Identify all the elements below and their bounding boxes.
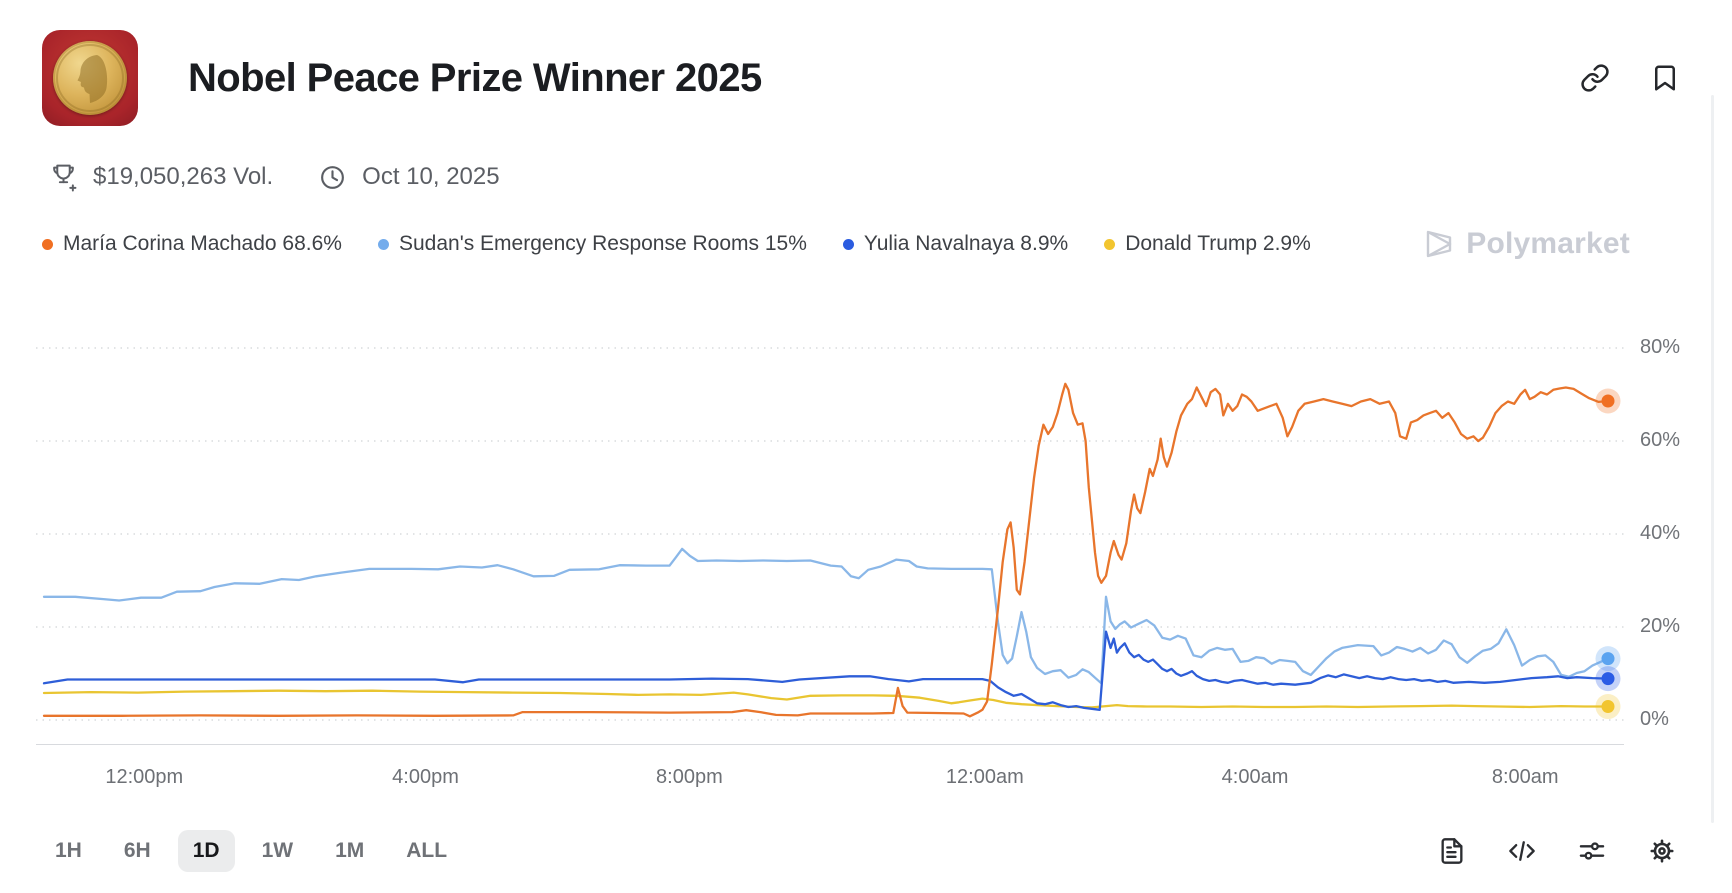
timeframe-1w[interactable]: 1W	[247, 830, 309, 872]
legend-dot	[42, 238, 53, 250]
chart-axis-line	[36, 744, 1624, 745]
timeframe-6h[interactable]: 6H	[109, 830, 166, 872]
legend-label: Donald Trump 2.9%	[1125, 232, 1311, 255]
endpoint-dot	[1601, 652, 1615, 666]
x-axis: 12:00pm 4:00pm 8:00pm 12:00am 4:00am 8:00am	[0, 752, 1732, 800]
copy-link-button[interactable]	[1580, 63, 1610, 93]
legend: María Corina Machado 68.6% Sudan's Emerge…	[42, 232, 1311, 256]
date-value: Oct 10, 2025	[362, 163, 500, 190]
legend-dot	[842, 238, 854, 250]
x-axis-label: 8:00pm	[656, 766, 723, 788]
link-icon	[1581, 64, 1609, 92]
y-axis-label: 0%	[1640, 708, 1669, 730]
x-axis-label: 4:00am	[1221, 766, 1289, 788]
timeframe-selector: 1H 6H 1D 1W 1M ALL	[40, 830, 462, 872]
x-axis-label: 8:00am	[1491, 766, 1559, 788]
price-chart[interactable]: 0% 20% 40% 60% 80%	[0, 302, 1732, 752]
volume-value: $19,050,263 Vol.	[93, 163, 274, 190]
timeframe-all[interactable]: ALL	[391, 830, 462, 872]
chart-tools	[1438, 837, 1676, 865]
y-axis-label: 80%	[1640, 336, 1681, 358]
legend-item[interactable]: Donald Trump 2.9%	[1104, 232, 1311, 256]
watermark-text: Polymarket	[1466, 227, 1630, 260]
trophy-icon	[53, 164, 77, 192]
x-axis-label: 12:00am	[945, 766, 1024, 788]
timeframe-1d[interactable]: 1D	[177, 830, 235, 872]
y-axis-label: 20%	[1640, 615, 1681, 637]
legend-item[interactable]: Sudan's Emergency Response Rooms 15%	[377, 232, 807, 256]
notes-button[interactable]	[1438, 837, 1466, 865]
file-text-icon	[1441, 838, 1463, 864]
legend-row: María Corina Machado 68.6% Sudan's Emerge…	[42, 226, 1630, 262]
code-icon	[1509, 841, 1535, 861]
x-axis-label: 4:00pm	[392, 766, 459, 788]
endpoint-dot	[1601, 672, 1615, 686]
series-line	[42, 689, 1610, 709]
y-axis-label: 60%	[1640, 429, 1681, 451]
x-axis-label: 12:00pm	[105, 766, 184, 788]
page-title: Nobel Peace Prize Winner 2025	[188, 55, 762, 100]
y-axis-label: 40%	[1640, 522, 1681, 544]
legend-item[interactable]: María Corina Machado 68.6%	[42, 232, 342, 256]
medal-profile-engraving	[56, 44, 124, 112]
clock-icon	[321, 165, 345, 189]
chart-options-button[interactable]	[1578, 837, 1606, 865]
legend-dot	[377, 238, 389, 250]
date-stat: Oct 10, 2025	[319, 163, 500, 191]
header-actions	[1580, 63, 1680, 93]
market-stats: $19,050,263 Vol. Oct 10, 2025	[50, 162, 1732, 192]
gear-icon	[1650, 839, 1674, 863]
scrollbar-track[interactable]	[1711, 95, 1714, 823]
nobel-medal-image	[53, 41, 127, 115]
timeframe-1m[interactable]: 1M	[320, 830, 379, 872]
bookmark-icon	[1655, 65, 1675, 91]
market-avatar	[42, 30, 138, 126]
legend-item[interactable]: Yulia Navalnaya 8.9%	[842, 232, 1069, 256]
legend-label: Sudan's Emergency Response Rooms 15%	[398, 232, 807, 255]
bookmark-button[interactable]	[1650, 63, 1680, 93]
polymarket-logo-icon	[1427, 230, 1452, 258]
series-line	[42, 630, 1610, 711]
volume-stat: $19,050,263 Vol.	[50, 162, 273, 192]
price-chart-svg[interactable]	[36, 302, 1624, 752]
legend-label: María Corina Machado 68.6%	[63, 232, 342, 255]
series-line	[42, 547, 1610, 685]
settings-button[interactable]	[1648, 837, 1676, 865]
legend-dot	[1104, 238, 1116, 250]
timeframe-1h[interactable]: 1H	[40, 830, 97, 872]
market-header: Nobel Peace Prize Winner 2025	[0, 0, 1732, 126]
endpoint-dot	[1601, 700, 1615, 714]
legend-label: Yulia Navalnaya 8.9%	[863, 232, 1069, 255]
series-line	[42, 382, 1610, 718]
embed-button[interactable]	[1508, 837, 1536, 865]
polymarket-watermark: Polymarket	[1420, 226, 1630, 262]
sliders-icon	[1579, 842, 1605, 860]
chart-footer: 1H 6H 1D 1W 1M ALL	[40, 830, 1676, 872]
endpoint-dot	[1601, 394, 1615, 408]
